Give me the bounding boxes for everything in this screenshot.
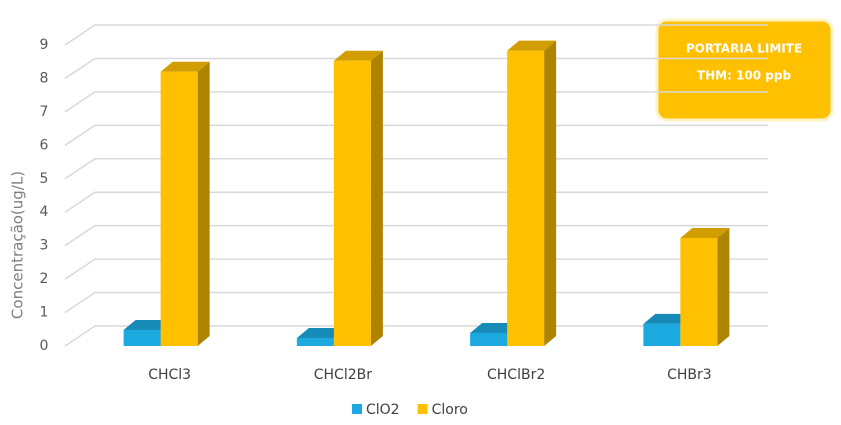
bar-top (296, 327, 346, 338)
bar-top (680, 227, 730, 238)
bar (643, 323, 681, 346)
legend-label: ClO2 (366, 402, 400, 418)
legend-swatch (352, 404, 362, 414)
y-tick-label: 9 (40, 37, 49, 53)
y-tick-label: 8 (40, 70, 49, 86)
bar (333, 60, 371, 347)
bar-side (717, 227, 730, 346)
legend-label: Cloro (432, 402, 468, 418)
annotation-box (655, 18, 834, 122)
x-tick-label: CHCl3 (148, 367, 191, 383)
bar (123, 329, 161, 346)
grid-line (64, 24, 768, 46)
x-tick-label: CHCl2Br (314, 367, 372, 383)
y-tick-label: 3 (40, 238, 49, 254)
bar-side (370, 50, 383, 347)
annotation: PORTARIA LIMITE (686, 42, 802, 56)
bar-top (507, 40, 557, 51)
y-tick-label: 4 (40, 204, 49, 220)
y-tick-label: 5 (40, 171, 49, 187)
y-tick-label: 0 (40, 338, 49, 354)
y-tick-label: 7 (40, 104, 49, 120)
y-axis-title: Concentração(ug/L) (9, 171, 27, 319)
y-tick-label: 2 (40, 271, 49, 287)
y-tick-label: 1 (40, 305, 49, 321)
bar-top (643, 313, 693, 324)
x-tick-label: CHClBr2 (487, 367, 545, 383)
annotation: THM: 100 ppb (697, 69, 792, 83)
bar-top (123, 319, 173, 330)
legend-swatch (417, 404, 428, 414)
bar (160, 71, 198, 346)
x-tick-label: CHBr3 (667, 367, 712, 383)
y-tick-label: 6 (40, 137, 49, 153)
bar-top (333, 50, 383, 61)
bar-side (544, 40, 557, 347)
bar-side (197, 61, 210, 346)
bar (296, 337, 334, 346)
bar (680, 237, 718, 346)
bar (470, 332, 508, 346)
bar-top (470, 322, 520, 333)
bar (507, 50, 545, 347)
bar-top (160, 61, 210, 72)
